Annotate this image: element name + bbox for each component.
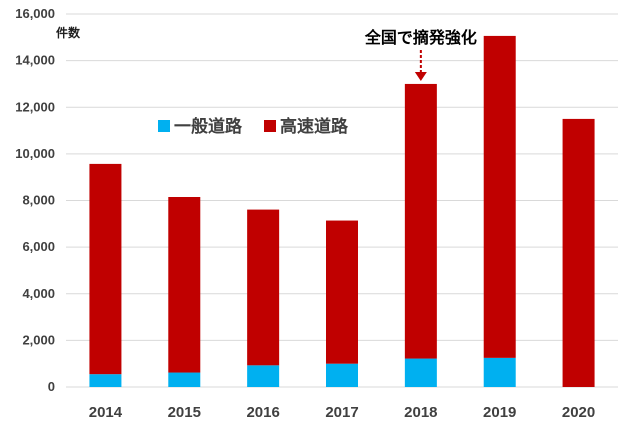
bar-general-road-2017	[326, 363, 358, 387]
y-tick-label: 14,000	[15, 53, 55, 68]
y-tick-label: 6,000	[22, 239, 55, 254]
legend-label-general-road: 一般道路	[174, 116, 243, 137]
y-axis-unit-label: 件数	[56, 25, 81, 40]
annotation: 全国で摘発強化	[364, 28, 477, 81]
bar-expressway-2018	[404, 83, 437, 359]
y-tick-label: 10,000	[15, 146, 55, 161]
y-tick-label: 0	[48, 379, 55, 394]
legend: 一般道路 高速道路	[158, 116, 349, 137]
x-tick-label: 2015	[168, 404, 201, 421]
y-tick-label: 8,000	[22, 193, 55, 208]
bars	[89, 35, 595, 387]
bar-expressway-2020	[562, 118, 595, 387]
x-tick-label: 2018	[404, 404, 437, 421]
annotation-label: 全国で摘発強化	[364, 28, 477, 47]
x-tick-label: 2016	[246, 404, 279, 421]
bar-expressway-2015	[168, 197, 201, 373]
bar-general-road-2015	[168, 372, 201, 387]
gridlines	[66, 13, 618, 388]
legend-swatch-general-road	[158, 120, 170, 132]
x-tick-label: 2019	[483, 404, 516, 421]
legend-swatch-expressway	[264, 120, 276, 132]
y-tick-label: 4,000	[22, 286, 55, 301]
bar-expressway-2014	[89, 163, 122, 375]
bar-general-road-2019	[483, 357, 516, 387]
y-axis-ticks: 0 2,000 4,000 6,000 8,000 10,000 12,000 14,000 1…	[15, 6, 55, 394]
bar-expressway-2016	[247, 209, 280, 366]
bar-general-road-2014	[89, 374, 122, 387]
legend-label-expressway: 高速道路	[280, 116, 349, 137]
bar-expressway-2017	[326, 220, 358, 364]
x-tick-label: 2014	[89, 404, 123, 421]
bar-general-road-2018	[404, 358, 437, 387]
y-tick-label: 16,000	[15, 6, 55, 21]
x-tick-label: 2017	[325, 404, 358, 421]
x-tick-label: 2020	[562, 404, 595, 421]
bar-expressway-2019	[483, 35, 516, 358]
bar-general-road-2016	[247, 365, 280, 387]
y-tick-label: 2,000	[22, 332, 55, 347]
annotation-arrow-head	[414, 72, 427, 81]
x-axis-ticks: 2014 2015 2016 2017 2018 2019 2020	[89, 404, 596, 421]
y-tick-label: 12,000	[15, 99, 55, 114]
